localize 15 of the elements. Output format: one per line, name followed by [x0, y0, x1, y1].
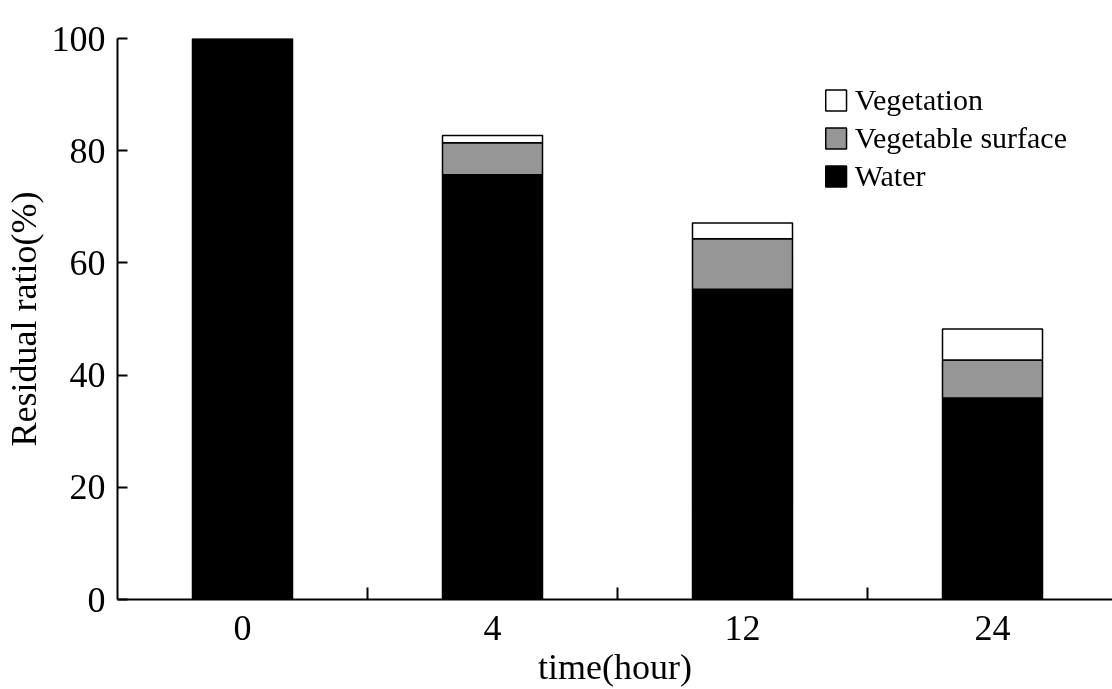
y-tick-label: 20	[69, 467, 106, 508]
legend-label: Water	[854, 159, 926, 193]
y-tick-label: 40	[69, 355, 106, 396]
y-axis-title: Residual ratio(%)	[3, 191, 44, 447]
y-tick-label: 100	[51, 18, 106, 59]
y-tick-label: 80	[69, 130, 106, 171]
legend-label: Vegetation	[854, 83, 983, 117]
x-axis-title: time(hour)	[538, 646, 692, 687]
x-tick-label: 24	[974, 607, 1011, 648]
legend-label: Vegetable surface	[854, 121, 1067, 155]
x-tick-label: 0	[233, 607, 252, 648]
y-tick-label: 0	[87, 579, 106, 620]
x-tick-label: 4	[483, 607, 502, 648]
y-tick-label: 60	[69, 242, 106, 283]
x-tick-label: 12	[724, 607, 761, 648]
